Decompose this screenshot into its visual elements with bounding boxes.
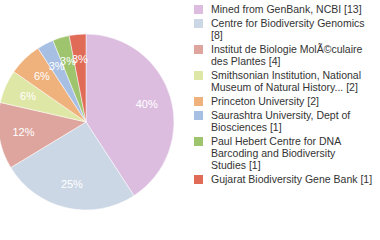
legend-entry: Princeton University [2] — [194, 95, 378, 107]
data-label: 6% — [34, 70, 50, 82]
data-label: 6% — [20, 90, 36, 102]
legend: Mined from GenBank, NCBI [13] Centre for … — [194, 3, 378, 187]
legend-swatch — [194, 111, 203, 120]
data-label: 25% — [61, 178, 83, 190]
legend-swatch — [194, 175, 203, 184]
chart: 40%25%12%6%6%3%3%3% Mined from GenBank, … — [0, 0, 380, 240]
legend-label: Saurashtra University, Dept of Bioscienc… — [211, 109, 373, 133]
legend-label: Mined from GenBank, NCBI [13] — [211, 3, 373, 15]
data-label: 3% — [72, 53, 88, 65]
legend-entry: Gujarat Biodiversity Gene Bank [1] — [194, 173, 378, 185]
legend-swatch — [194, 19, 203, 28]
pie-slice — [11, 122, 134, 210]
legend-entry: Smithsonian Institution, National Museum… — [194, 69, 378, 93]
pie-area: 40%25%12%6%6%3%3%3% — [0, 0, 190, 240]
legend-label: Gujarat Biodiversity Gene Bank [1] — [211, 173, 373, 185]
legend-entry: Saurashtra University, Dept of Bioscienc… — [194, 109, 378, 133]
legend-label: Centre for Biodiversity Genomics [8] — [211, 17, 373, 41]
legend-swatch — [194, 45, 203, 54]
legend-label: Institut de Biologie MolÃ©culaire des Pl… — [211, 43, 373, 67]
legend-entry: Institut de Biologie MolÃ©culaire des Pl… — [194, 43, 378, 67]
data-label: 40% — [136, 98, 158, 110]
data-label: 12% — [12, 126, 34, 138]
pie-slice — [69, 34, 86, 122]
data-labels: 40%25%12%6%6%3%3%3% — [12, 53, 158, 190]
legend-label: Princeton University [2] — [211, 95, 373, 107]
legend-entry: Centre for Biodiversity Genomics [8] — [194, 17, 378, 41]
legend-swatch — [194, 71, 203, 80]
legend-swatch — [194, 137, 203, 146]
legend-label: Paul Hebert Centre for DNA Barcoding and… — [211, 135, 373, 171]
legend-entry: Mined from GenBank, NCBI [13] — [194, 3, 378, 15]
legend-swatch — [194, 5, 203, 14]
legend-entry: Paul Hebert Centre for DNA Barcoding and… — [194, 135, 378, 171]
legend-label: Smithsonian Institution, National Museum… — [211, 69, 373, 93]
legend-swatch — [194, 97, 203, 106]
